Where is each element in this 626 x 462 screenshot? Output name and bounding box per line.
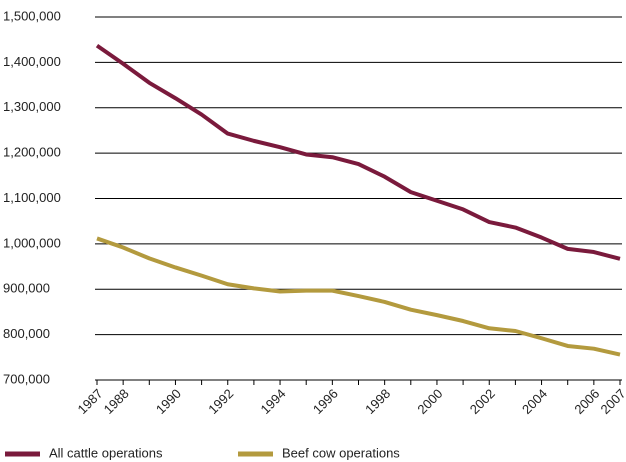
x-tick-label: 1998 [362,386,393,417]
x-tick-label: 1987 [74,386,105,417]
y-tick-label: 700,000 [3,371,50,386]
y-tick-label: 1,300,000 [3,99,61,114]
y-tick-label: 800,000 [3,326,50,341]
series-line [96,236,621,357]
x-tick-label: 2000 [414,386,445,417]
y-tick-label: 1,200,000 [3,145,61,160]
series-line [95,43,621,261]
legend-label: Beef cow operations [282,445,400,460]
x-tick-label: 1992 [205,386,236,417]
x-tick-label: 2006 [571,386,602,417]
legend-label: All cattle operations [49,445,163,460]
x-tick-label: 2004 [519,386,550,417]
y-tick-label: 1,500,000 [3,8,61,23]
x-tick-label: 2002 [467,386,498,417]
x-tick-label: 2007 [597,386,626,417]
y-tick-label: 1,000,000 [3,235,61,250]
y-tick-label: 900,000 [3,281,50,296]
x-tick-label: 1996 [310,386,341,417]
x-tick-label: 1994 [258,386,289,417]
y-tick-label: 1,100,000 [3,190,61,205]
x-tick-label: 1988 [101,386,132,417]
y-tick-label: 1,400,000 [3,54,61,69]
x-tick-label: 1990 [153,386,184,417]
